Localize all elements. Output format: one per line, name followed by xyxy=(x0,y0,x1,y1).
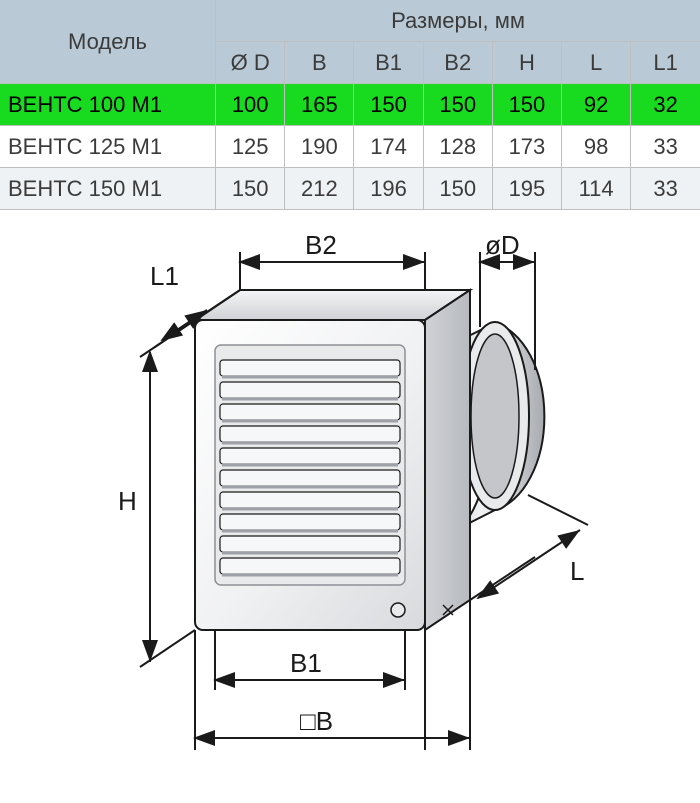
table-body: ВЕНТС 100 М1 100 165 150 150 150 92 32 В… xyxy=(0,84,700,210)
cell-val: 165 xyxy=(285,84,354,126)
cell-val: 98 xyxy=(562,126,631,168)
table-row: ВЕНТС 125 М1 125 190 174 128 173 98 33 xyxy=(0,126,700,168)
cell-model: ВЕНТС 125 М1 xyxy=(0,126,216,168)
cell-val: 114 xyxy=(562,168,631,210)
cell-val: 125 xyxy=(216,126,285,168)
dimensions-table: Модель Размеры, мм Ø D B B1 B2 H L L1 ВЕ… xyxy=(0,0,700,210)
cell-model: ВЕНТС 150 М1 xyxy=(0,168,216,210)
cell-val: 190 xyxy=(285,126,354,168)
table-row: ВЕНТС 100 М1 100 165 150 150 150 92 32 xyxy=(0,84,700,126)
cell-model: ВЕНТС 100 М1 xyxy=(0,84,216,126)
cell-val: 32 xyxy=(631,84,700,126)
cell-val: 174 xyxy=(354,126,423,168)
cell-val: 150 xyxy=(354,84,423,126)
technical-diagram: L1 B2 øD H L B1 □B xyxy=(0,210,700,765)
cell-val: 195 xyxy=(492,168,561,210)
header-col: L1 xyxy=(631,42,700,84)
cell-val: 150 xyxy=(423,84,492,126)
header-dims: Размеры, мм xyxy=(216,0,700,42)
header-col: Ø D xyxy=(216,42,285,84)
cell-val: 150 xyxy=(423,168,492,210)
header-col: L xyxy=(562,42,631,84)
cell-val: 212 xyxy=(285,168,354,210)
header-col: B2 xyxy=(423,42,492,84)
cell-val: 92 xyxy=(562,84,631,126)
dim-label-L: L xyxy=(570,556,584,586)
header-model: Модель xyxy=(0,0,216,84)
header-col: B xyxy=(285,42,354,84)
table-row: ВЕНТС 150 М1 150 212 196 150 195 114 33 xyxy=(0,168,700,210)
cell-val: 150 xyxy=(492,84,561,126)
header-col: H xyxy=(492,42,561,84)
cell-val: 33 xyxy=(631,126,700,168)
dim-label-L1: L1 xyxy=(150,261,179,291)
cell-val: 128 xyxy=(423,126,492,168)
fan-body xyxy=(195,290,470,630)
header-col: B1 xyxy=(354,42,423,84)
cell-val: 33 xyxy=(631,168,700,210)
dim-label-B2: B2 xyxy=(305,230,337,260)
indicator-led xyxy=(391,603,405,617)
cell-val: 100 xyxy=(216,84,285,126)
dim-label-B: □B xyxy=(300,706,333,736)
cell-val: 196 xyxy=(354,168,423,210)
dim-label-B1: B1 xyxy=(290,648,322,678)
dim-label-H: H xyxy=(118,486,137,516)
cell-val: 173 xyxy=(492,126,561,168)
cell-val: 150 xyxy=(216,168,285,210)
dim-label-D: øD xyxy=(485,230,520,260)
